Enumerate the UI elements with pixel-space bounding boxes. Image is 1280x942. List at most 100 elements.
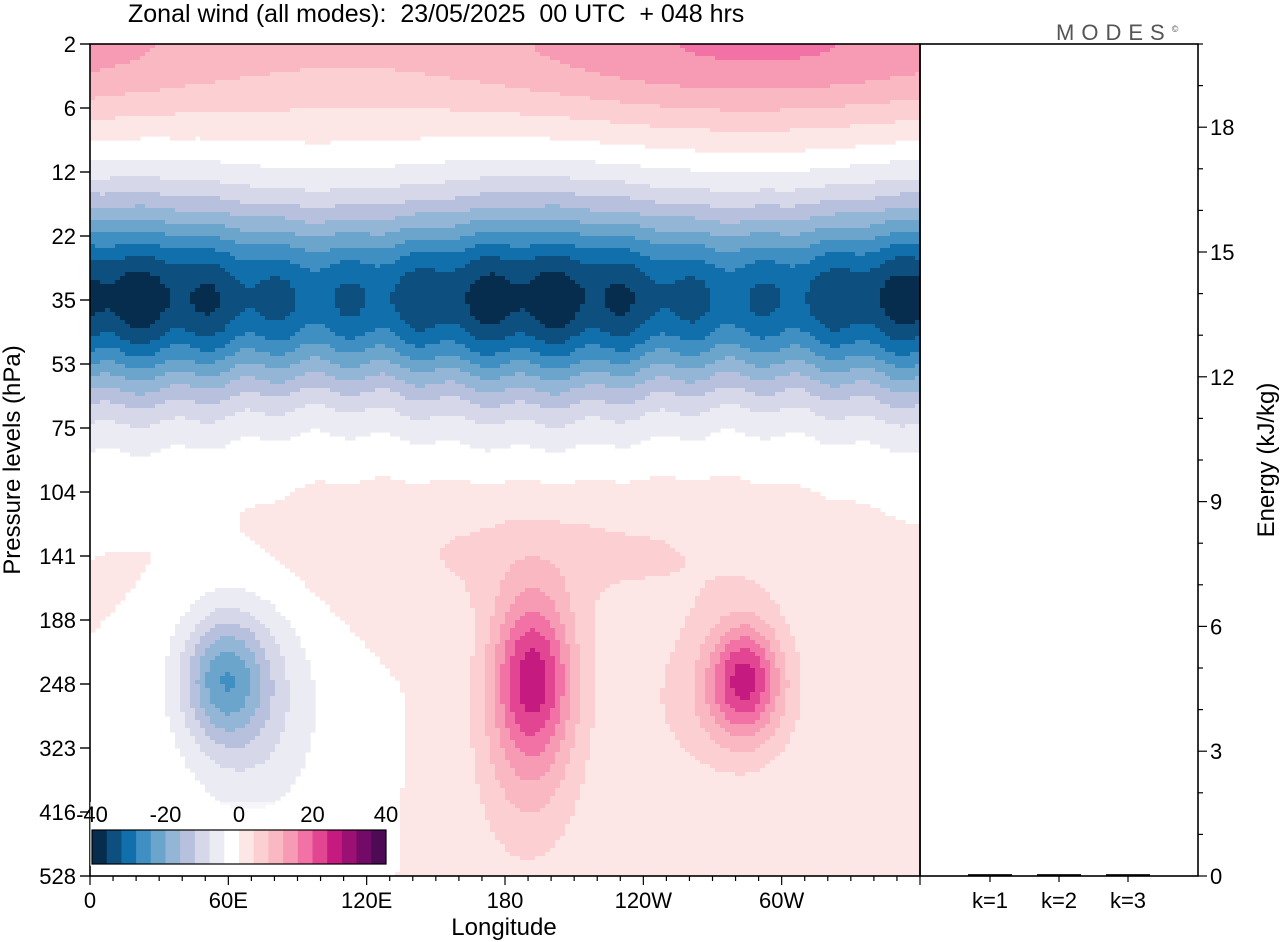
contour-cell [760,100,766,105]
contour-cell [325,100,331,105]
contour-cell [665,176,671,181]
contour-cell [160,92,166,97]
contour-cell [880,72,886,77]
contour-cell [310,92,316,97]
contour-cell [715,108,721,113]
contour-cell [190,48,196,53]
contour-cell [705,60,711,65]
contour-cell [175,128,181,133]
contour-cell [780,100,786,105]
contour-cell [745,52,751,57]
contour-cell [620,124,626,129]
contour-cell [470,112,476,117]
contour-cell [495,116,501,121]
contour-cell [415,120,421,125]
contour-cell [715,76,721,81]
contour-cell [850,96,856,101]
contour-cell [395,168,401,173]
contour-cell [610,76,616,81]
contour-cell [700,128,706,133]
contour-cell [610,140,616,145]
contour-cell [465,88,471,93]
contour-cell [580,52,586,57]
contour-cell [350,52,356,57]
contour-cell [340,80,346,85]
contour-cell [125,44,131,49]
contour-cell [600,84,606,89]
contour-cell [140,108,146,113]
contour-cell [700,96,706,101]
contour-cell [450,160,456,165]
contour-cell [745,148,751,153]
contour-cell [235,132,241,137]
contour-cell [485,164,491,169]
contour-cell [780,64,786,69]
contour-cell [105,136,111,141]
contour-cell [455,116,461,121]
contour-cell [110,44,116,49]
contour-cell [535,60,541,65]
contour-cell [755,180,761,185]
contour-cell [695,92,701,97]
contour-cell [220,76,226,81]
contour-cell [655,60,661,65]
contour-cell [760,76,766,81]
contour-cell [680,88,686,93]
contour-cell [180,176,186,181]
contour-cell [325,72,331,77]
contour-cell [385,120,391,125]
contour-cell [450,124,456,129]
contour-cell [845,92,851,97]
contour-cell [735,144,741,149]
contour-cell [810,92,816,97]
contour-cell [240,112,246,117]
contour-cell [505,104,511,109]
contour-cell [450,168,456,173]
contour-cell [415,80,421,85]
contour-cell [875,124,881,129]
contour-cell [805,128,811,133]
contour-cell [145,100,151,105]
contour-cell [180,104,186,109]
contour-cell [130,124,136,129]
contour-cell [255,56,261,61]
contour-cell [340,76,346,81]
contour-cell [865,80,871,85]
contour-cell [520,100,526,105]
contour-cell [725,68,731,73]
contour-cell [125,168,131,173]
contour-cell [270,96,276,101]
contour-cell [280,168,286,173]
contour-cell [150,48,156,53]
contour-cell [745,180,751,185]
contour-cell [570,128,576,133]
contour-cell [120,100,126,105]
contour-cell [795,148,801,153]
contour-cell [590,104,596,109]
contour-cell [475,80,481,85]
contour-cell [410,136,416,141]
contour-cell [695,64,701,69]
contour-cell [905,112,911,117]
contour-cell [840,64,846,69]
contour-cell [470,104,476,109]
contour-cell [915,48,920,53]
contour-cell [225,60,231,65]
contour-cell [300,76,306,81]
contour-cell [800,140,806,145]
contour-cell [185,48,191,53]
contour-cell [440,68,446,73]
contour-cell [365,128,371,133]
contour-cell [610,136,616,141]
contour-cell [120,136,126,141]
contour-cell [325,64,331,69]
contour-cell [780,140,786,145]
contour-cell [175,72,181,77]
contour-cell [735,80,741,85]
contour-cell [325,180,331,185]
contour-cell [485,52,491,57]
contour-cell [490,64,496,69]
contour-cell [545,176,551,181]
contour-cell [270,56,276,61]
contour-cell [590,128,596,133]
